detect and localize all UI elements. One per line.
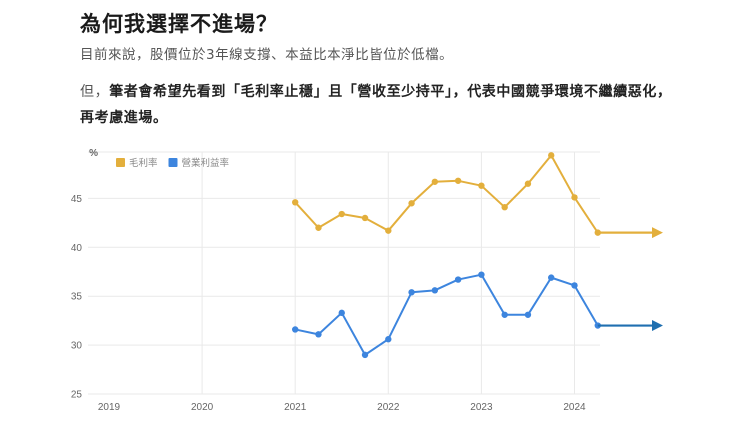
data-point xyxy=(385,336,392,343)
data-point xyxy=(408,200,415,207)
data-point xyxy=(315,331,322,338)
data-point xyxy=(571,282,578,289)
legend-swatch xyxy=(116,158,125,167)
y-tick-label: 40 xyxy=(71,243,83,254)
data-point xyxy=(292,199,299,206)
data-point xyxy=(454,276,462,283)
x-tick-label: 2022 xyxy=(377,402,400,413)
operating-margin-line xyxy=(294,273,599,356)
data-point xyxy=(548,152,555,159)
data-point xyxy=(501,204,508,211)
data-point xyxy=(548,274,555,281)
gross-margin-line xyxy=(294,154,599,234)
paragraph-lead: 但， xyxy=(80,84,110,100)
data-point xyxy=(431,287,439,294)
x-tick-label: 2021 xyxy=(284,402,307,413)
conclusion-paragraph: 但，筆者會希望先看到「毛利率止穩」且「營收至少持平」，代表中國競爭環境不繼續惡化… xyxy=(80,79,680,131)
data-point xyxy=(501,311,508,318)
chart-legend: 毛利率 營業利益率 xyxy=(116,157,230,169)
chart-series xyxy=(292,152,663,359)
y-tick-label: 45 xyxy=(71,194,83,205)
paragraph-body: 筆者會希望先看到「毛利率止穩」且「營收至少持平」，代表中國競爭環境不繼續惡化，再… xyxy=(80,84,672,126)
data-point xyxy=(338,309,345,317)
data-point xyxy=(315,224,322,231)
page-subtitle: 目前來說，股價位於3年線支撐、本益比本淨比皆位於低檔。 xyxy=(80,47,454,63)
data-point xyxy=(385,227,392,234)
data-point xyxy=(361,351,369,359)
x-tick-label: 2023 xyxy=(470,402,493,413)
data-point xyxy=(478,271,485,278)
data-point xyxy=(454,177,462,184)
x-tick-label: 2019 xyxy=(98,402,121,413)
y-tick-label: 30 xyxy=(71,341,83,352)
page-title: 為何我選擇不進場？ xyxy=(80,12,278,36)
data-point xyxy=(408,289,415,296)
y-tick-label: 25 xyxy=(71,390,83,401)
chart-grid xyxy=(88,151,600,395)
data-point xyxy=(292,326,299,333)
data-point xyxy=(431,178,439,185)
data-point xyxy=(478,182,485,189)
data-point xyxy=(524,311,532,318)
legend-label: 營業利益率 xyxy=(182,157,230,169)
legend-label: 毛利率 xyxy=(129,157,158,169)
data-point xyxy=(571,194,578,201)
x-tick-label: 2024 xyxy=(563,402,586,413)
data-point xyxy=(338,210,345,218)
y-unit-label: % xyxy=(89,148,98,159)
chart-axes: 25 30 35 40 45% 2019 2020 2021 2022 2023 2024 xyxy=(71,148,586,413)
legend-swatch xyxy=(168,158,178,167)
data-point xyxy=(524,180,532,187)
data-point xyxy=(361,214,369,222)
y-tick-label: 35 xyxy=(71,292,83,303)
x-tick-label: 2020 xyxy=(191,402,214,413)
